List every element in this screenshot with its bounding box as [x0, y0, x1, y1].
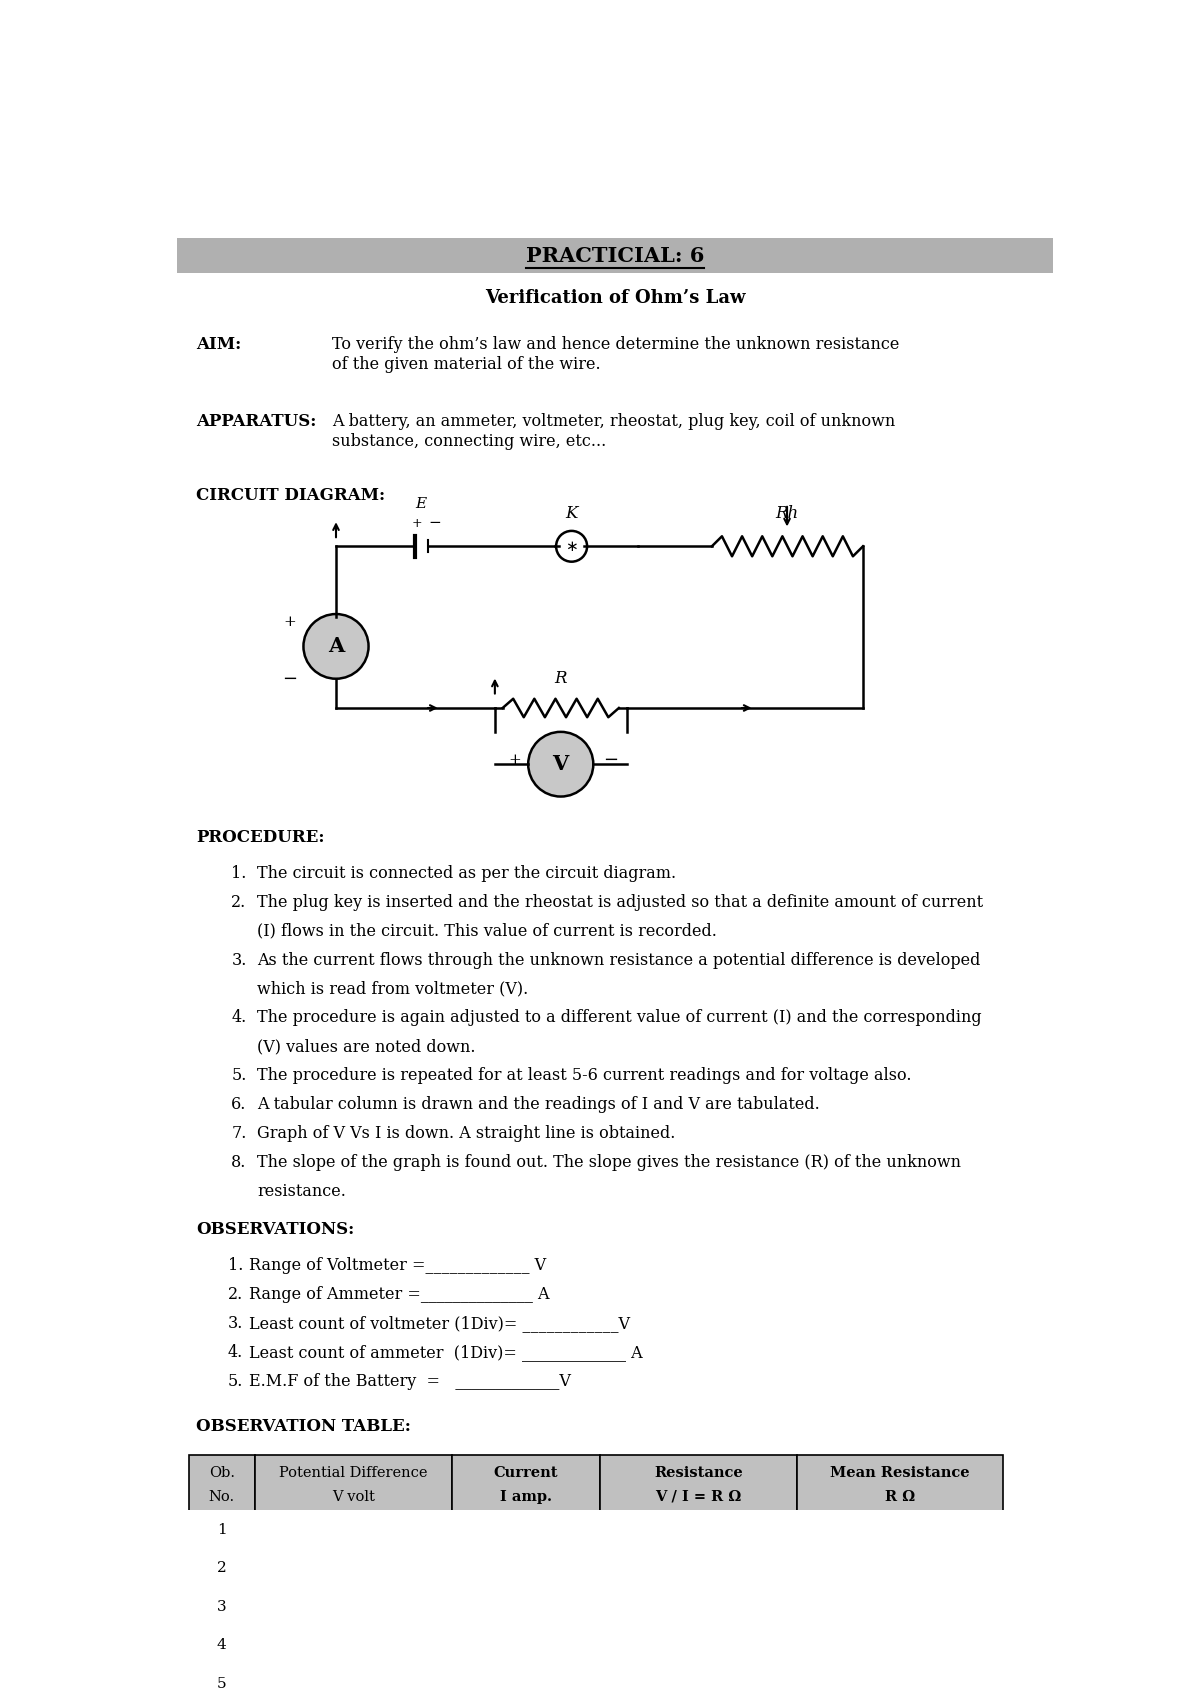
Text: Range of Ammeter =______________ A: Range of Ammeter =______________ A [250, 1286, 550, 1303]
FancyBboxPatch shape [452, 1626, 600, 1665]
FancyBboxPatch shape [188, 1626, 254, 1665]
Text: OBSERVATIONS:: OBSERVATIONS: [197, 1220, 355, 1237]
FancyBboxPatch shape [178, 238, 1052, 273]
Text: +: + [283, 614, 296, 630]
FancyBboxPatch shape [452, 1549, 600, 1588]
Text: 1.: 1. [228, 1257, 242, 1274]
Text: Ob.: Ob. [209, 1466, 235, 1480]
Text: 2: 2 [217, 1561, 227, 1575]
Text: Least count of ammeter  (1Div)= _____________ A: Least count of ammeter (1Div)= _________… [250, 1344, 643, 1361]
Text: 6.: 6. [232, 1096, 247, 1113]
Circle shape [304, 614, 368, 679]
Text: A battery, an ammeter, voltmeter, rheostat, plug key, coil of unknown
substance,: A battery, an ammeter, voltmeter, rheost… [332, 412, 895, 450]
Text: Resistance: Resistance [654, 1466, 743, 1480]
Text: Mean Resistance: Mean Resistance [830, 1466, 970, 1480]
FancyBboxPatch shape [188, 1456, 254, 1510]
Text: V: V [553, 753, 569, 774]
FancyBboxPatch shape [600, 1456, 797, 1510]
Text: A: A [328, 636, 344, 657]
Text: Verification of Ohm’s Law: Verification of Ohm’s Law [485, 288, 745, 307]
FancyBboxPatch shape [797, 1510, 1002, 1697]
Text: +: + [412, 516, 422, 529]
Text: Range of Voltmeter =_____________ V: Range of Voltmeter =_____________ V [250, 1257, 546, 1274]
Text: 4.: 4. [232, 1010, 247, 1027]
FancyBboxPatch shape [600, 1510, 797, 1549]
FancyBboxPatch shape [797, 1456, 1002, 1510]
Text: PROCEDURE:: PROCEDURE: [197, 828, 325, 845]
Text: E: E [415, 497, 427, 511]
Text: (I) flows in the circuit. This value of current is recorded.: (I) flows in the circuit. This value of … [257, 923, 716, 940]
Text: R Ω: R Ω [884, 1490, 914, 1504]
Text: which is read from voltmeter (V).: which is read from voltmeter (V). [257, 981, 528, 998]
Text: No.: No. [209, 1490, 235, 1504]
Text: Potential Difference: Potential Difference [280, 1466, 427, 1480]
Text: 3.: 3. [232, 952, 247, 969]
Text: APPARATUS:: APPARATUS: [197, 412, 317, 429]
Text: 2.: 2. [232, 894, 247, 911]
Text: The procedure is again adjusted to a different value of current (I) and the corr: The procedure is again adjusted to a dif… [257, 1010, 982, 1027]
FancyBboxPatch shape [254, 1588, 452, 1626]
Text: 5: 5 [217, 1677, 227, 1690]
Text: R: R [554, 670, 568, 687]
FancyBboxPatch shape [452, 1588, 600, 1626]
FancyBboxPatch shape [452, 1510, 600, 1549]
Text: As the current flows through the unknown resistance a potential difference is de: As the current flows through the unknown… [257, 952, 980, 969]
Text: 8.: 8. [232, 1154, 247, 1171]
Text: PRACTICIAL: 6: PRACTICIAL: 6 [526, 246, 704, 266]
FancyBboxPatch shape [254, 1665, 452, 1697]
Text: E.M.F of the Battery  =   _____________V: E.M.F of the Battery = _____________V [250, 1373, 571, 1390]
Circle shape [528, 731, 593, 796]
Text: Current: Current [493, 1466, 558, 1480]
Text: −: − [282, 670, 298, 687]
Text: +: + [508, 753, 521, 767]
Text: The procedure is repeated for at least 5-6 current readings and for voltage also: The procedure is repeated for at least 5… [257, 1067, 912, 1084]
Text: I amp.: I amp. [500, 1490, 552, 1504]
FancyBboxPatch shape [452, 1456, 600, 1510]
Text: A tabular column is drawn and the readings of I and V are tabulated.: A tabular column is drawn and the readin… [257, 1096, 820, 1113]
Text: Least count of voltmeter (1Div)= ____________V: Least count of voltmeter (1Div)= _______… [250, 1315, 630, 1332]
Text: resistance.: resistance. [257, 1183, 346, 1200]
FancyBboxPatch shape [600, 1588, 797, 1626]
Text: K: K [565, 506, 577, 523]
Text: 4.: 4. [228, 1344, 242, 1361]
Text: −: − [604, 752, 619, 769]
Text: Rh: Rh [775, 506, 799, 523]
Text: 7.: 7. [232, 1125, 247, 1142]
Text: (V) values are noted down.: (V) values are noted down. [257, 1039, 475, 1056]
FancyBboxPatch shape [600, 1626, 797, 1665]
Text: 3: 3 [217, 1600, 227, 1614]
FancyBboxPatch shape [188, 1510, 254, 1549]
Text: 5.: 5. [228, 1373, 242, 1390]
Text: 3.: 3. [228, 1315, 242, 1332]
Text: The slope of the graph is found out. The slope gives the resistance (R) of the u: The slope of the graph is found out. The… [257, 1154, 961, 1171]
Text: ∗: ∗ [565, 538, 578, 553]
Text: V volt: V volt [332, 1490, 374, 1504]
Text: 2.: 2. [228, 1286, 242, 1303]
Text: Graph of V Vs I is down. A straight line is obtained.: Graph of V Vs I is down. A straight line… [257, 1125, 676, 1142]
Text: 4: 4 [217, 1639, 227, 1653]
FancyBboxPatch shape [254, 1510, 452, 1549]
Text: To verify the ohm’s law and hence determine the unknown resistance
of the given : To verify the ohm’s law and hence determ… [332, 336, 900, 373]
Text: 1: 1 [217, 1522, 227, 1537]
FancyBboxPatch shape [452, 1665, 600, 1697]
FancyBboxPatch shape [600, 1665, 797, 1697]
FancyBboxPatch shape [254, 1456, 452, 1510]
Text: 5.: 5. [232, 1067, 247, 1084]
Text: V / I = R Ω: V / I = R Ω [655, 1490, 742, 1504]
Text: −: − [428, 516, 440, 529]
FancyBboxPatch shape [254, 1549, 452, 1588]
Text: The circuit is connected as per the circuit diagram.: The circuit is connected as per the circ… [257, 865, 676, 882]
Text: AIM:: AIM: [197, 336, 241, 353]
Text: OBSERVATION TABLE:: OBSERVATION TABLE: [197, 1419, 412, 1436]
FancyBboxPatch shape [254, 1626, 452, 1665]
FancyBboxPatch shape [188, 1588, 254, 1626]
Text: 1.: 1. [232, 865, 247, 882]
Text: CIRCUIT DIAGRAM:: CIRCUIT DIAGRAM: [197, 487, 385, 504]
FancyBboxPatch shape [188, 1665, 254, 1697]
FancyBboxPatch shape [188, 1549, 254, 1588]
FancyBboxPatch shape [600, 1549, 797, 1588]
Text: The plug key is inserted and the rheostat is adjusted so that a definite amount : The plug key is inserted and the rheosta… [257, 894, 983, 911]
